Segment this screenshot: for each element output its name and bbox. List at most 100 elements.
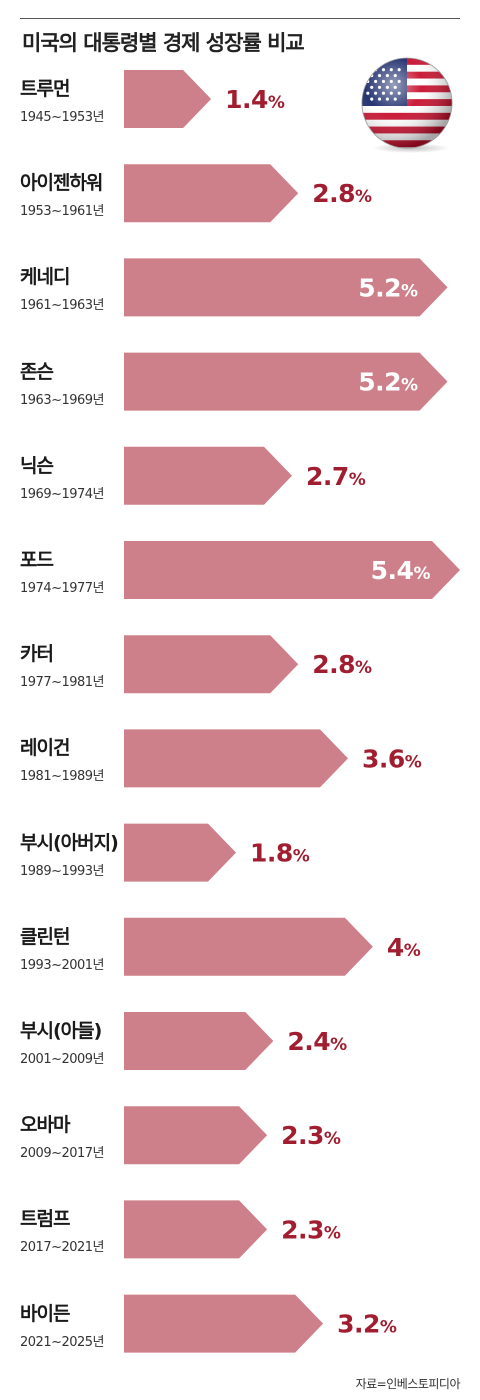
value-label: 3.2% xyxy=(337,1310,397,1339)
value-label: 2.8% xyxy=(312,179,372,208)
value-label: 5.2% xyxy=(358,273,418,302)
growth-bar xyxy=(124,635,299,694)
growth-bar xyxy=(124,823,236,882)
president-name: 오바마 xyxy=(20,1114,70,1137)
value-number: 5.2 xyxy=(358,368,401,397)
value-unit: % xyxy=(330,1035,347,1055)
value-unit: % xyxy=(324,1129,341,1149)
growth-bar xyxy=(124,541,460,599)
president-label: 카터 1977~1981년 xyxy=(20,643,105,691)
value-number: 2.8 xyxy=(312,650,355,679)
president-term: 2001~2009년 xyxy=(20,1052,105,1067)
value-unit: % xyxy=(324,1223,341,1243)
president-label: 트럼프 2017~2021년 xyxy=(20,1208,105,1256)
president-name: 클린턴 xyxy=(20,925,70,948)
growth-bar xyxy=(124,1106,268,1165)
president-label: 부시(아버지) 1989~1993년 xyxy=(20,832,119,880)
president-name: 트럼프 xyxy=(20,1208,70,1231)
growth-bar xyxy=(124,258,448,317)
president-label: 아이젠하워 1953~1961년 xyxy=(20,172,105,220)
value-unit: % xyxy=(268,93,285,113)
value-number: 2.8 xyxy=(312,179,355,208)
president-term: 1993~2001년 xyxy=(20,957,105,973)
president-label: 부시(아들) 2001~2009년 xyxy=(20,1020,105,1068)
value-label: 2.7% xyxy=(306,462,366,491)
value-unit: % xyxy=(404,941,421,961)
growth-bar xyxy=(124,1012,274,1070)
president-label: 바이든 2021~2025년 xyxy=(20,1302,105,1351)
president-label: 오바마 2009~2017년 xyxy=(20,1114,105,1162)
president-label: 클린턴 1993~2001년 xyxy=(20,925,105,974)
president-name: 부시(아들) xyxy=(20,1020,102,1042)
president-term: 2021~2025년 xyxy=(20,1334,105,1350)
source-note: 자료=인베스토피디아 xyxy=(355,1377,461,1391)
value-unit: % xyxy=(349,470,366,490)
president-term: 1963~1969년 xyxy=(20,392,105,408)
us-flag-sphere-icon xyxy=(361,57,453,154)
growth-bar xyxy=(124,446,292,505)
president-term: 1969~1974년 xyxy=(20,486,105,502)
value-unit: % xyxy=(401,281,418,301)
president-name: 케네디 xyxy=(20,266,70,289)
president-name: 포드 xyxy=(20,549,54,571)
value-label: 4% xyxy=(387,933,421,962)
value-label: 5.2% xyxy=(358,368,418,397)
value-unit: % xyxy=(355,187,372,207)
growth-bar xyxy=(124,352,448,411)
president-label: 레이건 1981~1989년 xyxy=(20,737,105,785)
chart-title: 미국의 대통령별 경제 성장률 비교 xyxy=(22,31,305,55)
president-term: 1989~1993년 xyxy=(20,863,105,879)
president-name: 아이젠하워 xyxy=(20,172,103,195)
value-number: 3.2 xyxy=(337,1310,380,1339)
president-label: 존슨 1963~1969년 xyxy=(20,360,105,409)
growth-bar xyxy=(124,1294,324,1353)
value-label: 2.8% xyxy=(312,650,372,679)
president-term: 1945~1953년 xyxy=(20,110,105,125)
value-number: 3.6 xyxy=(362,744,405,773)
value-unit: % xyxy=(380,1318,397,1338)
growth-bar xyxy=(124,917,373,976)
value-unit: % xyxy=(355,658,372,678)
growth-bar xyxy=(124,1200,268,1259)
value-label: 1.8% xyxy=(250,839,310,868)
growth-bar xyxy=(124,70,212,128)
value-number: 2.7 xyxy=(306,462,349,491)
president-term: 1981~1989년 xyxy=(20,769,105,785)
value-label: 5.4% xyxy=(371,556,431,585)
value-number: 2.3 xyxy=(281,1121,324,1150)
president-term: 1961~1963년 xyxy=(20,298,105,314)
president-label: 포드 1974~1977년 xyxy=(20,549,105,597)
president-term: 2009~2017년 xyxy=(20,1146,105,1162)
value-label: 2.3% xyxy=(281,1121,341,1150)
value-unit: % xyxy=(413,564,430,584)
value-label: 3.6% xyxy=(362,744,422,773)
president-name: 트루먼 xyxy=(20,78,70,100)
value-number: 5.2 xyxy=(358,273,401,302)
president-label: 트루먼 1945~1953년 xyxy=(20,78,105,126)
value-number: 1.8 xyxy=(250,839,293,868)
president-term: 2017~2021년 xyxy=(20,1240,105,1256)
value-label: 2.4% xyxy=(287,1027,347,1056)
president-label: 닉슨 1969~1974년 xyxy=(20,454,105,503)
president-name: 레이건 xyxy=(20,737,70,760)
value-number: 2.4 xyxy=(287,1027,330,1056)
value-number: 1.4 xyxy=(225,85,268,114)
president-term: 1977~1981년 xyxy=(20,675,105,691)
top-rule xyxy=(20,18,460,19)
president-term: 1953~1961년 xyxy=(20,204,105,220)
value-number: 2.3 xyxy=(281,1215,324,1244)
growth-bar xyxy=(124,729,348,788)
value-unit: % xyxy=(401,376,418,396)
value-label: 2.3% xyxy=(281,1215,341,1244)
value-unit: % xyxy=(405,752,422,772)
value-number: 5.4 xyxy=(371,556,414,585)
value-number: 4 xyxy=(387,933,404,962)
president-name: 닉슨 xyxy=(20,454,54,477)
president-label: 케네디 1961~1963년 xyxy=(20,266,105,314)
value-unit: % xyxy=(293,847,310,867)
president-name: 바이든 xyxy=(20,1302,70,1325)
president-name: 존슨 xyxy=(20,360,54,383)
value-label: 1.4% xyxy=(225,85,285,114)
growth-bar xyxy=(124,164,299,223)
